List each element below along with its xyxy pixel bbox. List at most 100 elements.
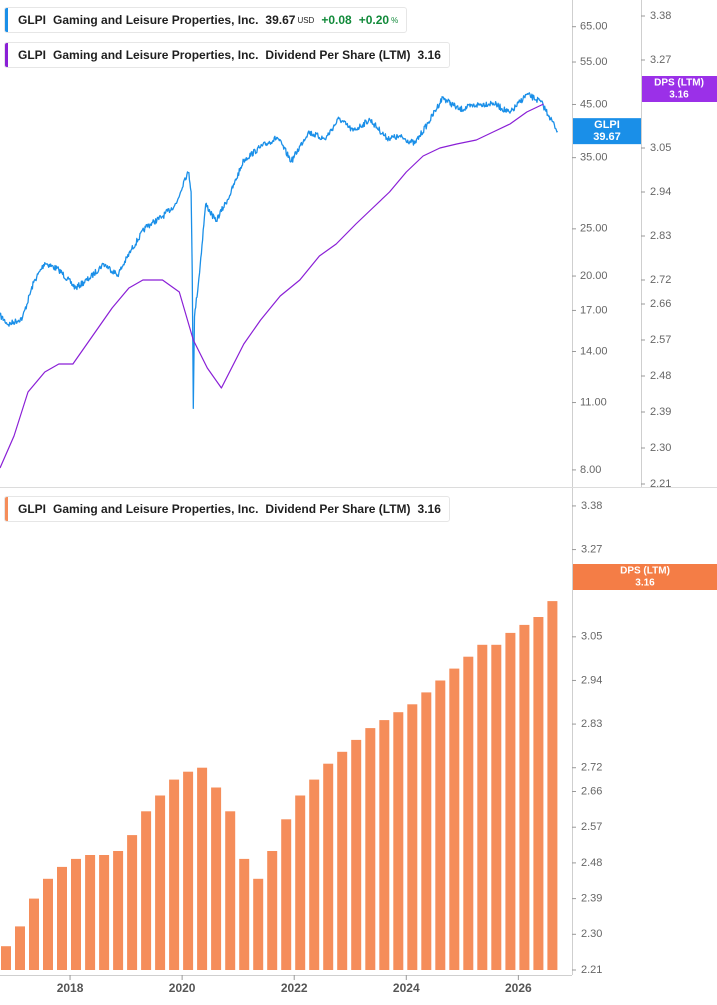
dps-bar: [169, 779, 180, 970]
dps-bar: [393, 712, 404, 970]
dps-bar: [1, 946, 11, 970]
price-axis-label-value: 39.67: [593, 131, 621, 143]
time-axis-tick-label: 2026: [505, 981, 532, 995]
dps-bar: [323, 763, 334, 970]
dps-legend-top-color-marker: [5, 43, 8, 67]
dps-bar: [211, 787, 222, 970]
dps-bar: [519, 624, 530, 970]
dps-legend-top-name: Gaming and Leisure Properties, Inc.: [53, 48, 259, 62]
dps-bar: [267, 851, 278, 970]
bar-axis-label-name: DPS (LTM): [620, 566, 670, 577]
price-axis-label-ticker: GLPI: [594, 119, 620, 131]
dps-line: [0, 103, 544, 469]
price-axis-tick-label: 45.00: [580, 98, 608, 110]
dps-bar: [491, 644, 502, 970]
dps-bar: [197, 767, 208, 970]
dps-bar: [505, 632, 516, 970]
dps-bar: [449, 668, 460, 970]
dps-bar: [435, 680, 446, 970]
dps-bar: [309, 779, 320, 970]
price-legend-change-pct: +0.20: [358, 13, 390, 27]
dps-axis-tick-label: 2.57: [650, 334, 671, 346]
dps-bar: [113, 851, 124, 970]
bar-axis-label-value: 3.16: [635, 578, 655, 589]
bar-axis-tick-label: 3.27: [581, 543, 602, 555]
dps-axis-label-box: [642, 76, 717, 102]
dps-axis-tick-label: 3.27: [650, 54, 671, 66]
dps-bar: [253, 878, 264, 970]
bar-axis-tick-label: 2.21: [581, 964, 602, 976]
price-legend-pct-sign: %: [391, 15, 399, 25]
dps-bar: [29, 898, 39, 970]
time-axis-tick-label: 2024: [393, 981, 420, 995]
price-line: [0, 92, 559, 410]
dps-bar: [281, 819, 292, 970]
dps-bar: [155, 795, 166, 970]
price-axis-tick-label: 35.00: [580, 152, 608, 164]
bar-axis-tick-label: 2.39: [581, 893, 602, 905]
price-legend[interactable]: GLPI Gaming and Leisure Properties, Inc.…: [4, 7, 408, 33]
dps-bar: [85, 855, 96, 970]
dps-bar: [295, 795, 306, 970]
price-legend-change: +0.08: [321, 13, 352, 27]
price-axis-tick-label: 25.00: [580, 223, 608, 235]
dps-bar: [15, 926, 25, 970]
dps-bar: [365, 728, 376, 970]
dps-axis-tick-label: 2.66: [650, 298, 671, 310]
dps-axis-tick-label: 2.94: [650, 186, 671, 198]
time-axis-tick-label: 2022: [281, 981, 308, 995]
dps-axis-tick-label: 2.48: [650, 370, 671, 382]
dps-legend-top-metric: Dividend Per Share (LTM): [265, 48, 411, 62]
dps-legend-top-value: 3.16: [417, 48, 441, 62]
dps-axis-tick-label: 2.30: [650, 442, 671, 454]
bar-axis-tick-label: 3.05: [581, 631, 602, 643]
dps-legend-top[interactable]: GLPI Gaming and Leisure Properties, Inc.…: [4, 42, 450, 68]
dps-bar: [127, 835, 138, 970]
bar-axis-tick-label: 3.38: [581, 500, 602, 512]
price-axis-tick-label: 8.00: [580, 464, 601, 476]
price-axis-tick-label: 14.00: [580, 345, 608, 357]
bar-axis-tick-label: 2.48: [581, 857, 602, 869]
dps-bar: [43, 878, 53, 970]
dps-axis-label-value: 3.16: [669, 90, 689, 101]
dps-bar: [71, 858, 81, 970]
dps-axis-tick-label: 2.39: [650, 406, 671, 418]
price-legend-unit: USD: [297, 15, 315, 25]
dps-legend-bottom-value: 3.16: [417, 502, 441, 516]
dps-bar: [533, 617, 544, 970]
bar-axis-tick-label: 2.66: [581, 785, 602, 797]
bar-axis-tick-label: 2.57: [581, 821, 602, 833]
bar-axis-tick-label: 2.72: [581, 762, 602, 774]
bar-axis-label-box: [573, 564, 717, 590]
price-axis-tick-label: 20.00: [580, 270, 608, 282]
dps-bar: [99, 855, 110, 970]
dps-axis-tick-label: 2.72: [650, 274, 671, 286]
dps-legend-bottom-ticker: GLPI: [18, 502, 47, 516]
dps-legend-bottom-color-marker: [5, 497, 8, 521]
dps-bar: [379, 720, 390, 970]
price-legend-name: Gaming and Leisure Properties, Inc.: [53, 13, 259, 27]
price-axis-tick-label: 11.00: [580, 396, 607, 408]
dps-bar: [547, 601, 558, 970]
dps-bar: [337, 751, 348, 970]
dps-bar: [463, 656, 474, 970]
dps-bar: [225, 811, 236, 970]
dps-legend-bottom[interactable]: GLPI Gaming and Leisure Properties, Inc.…: [4, 496, 450, 522]
price-axis-tick-label: 65.00: [580, 21, 608, 33]
price-axis-tick-label: 17.00: [580, 304, 608, 316]
time-axis-tick-label: 2018: [57, 981, 84, 995]
dps-bar: [239, 858, 250, 970]
price-legend-color-marker: [5, 8, 8, 32]
bar-axis-tick-label: 2.30: [581, 928, 602, 940]
bar-axis-tick-label: 2.94: [581, 674, 602, 686]
dps-bar: [183, 771, 194, 970]
price-legend-value: 39.67: [265, 13, 296, 27]
time-axis-tick-label: 2020: [169, 981, 196, 995]
dps-legend-top-ticker: GLPI: [18, 48, 47, 62]
dps-axis-tick-label: 2.83: [650, 230, 671, 242]
bar-axis-tick-label: 2.83: [581, 718, 602, 730]
dps-bar: [141, 811, 152, 970]
dps-axis-label-name: DPS (LTM): [654, 78, 704, 89]
dps-bar: [421, 692, 432, 970]
dps-axis-tick-label: 3.38: [650, 10, 671, 22]
